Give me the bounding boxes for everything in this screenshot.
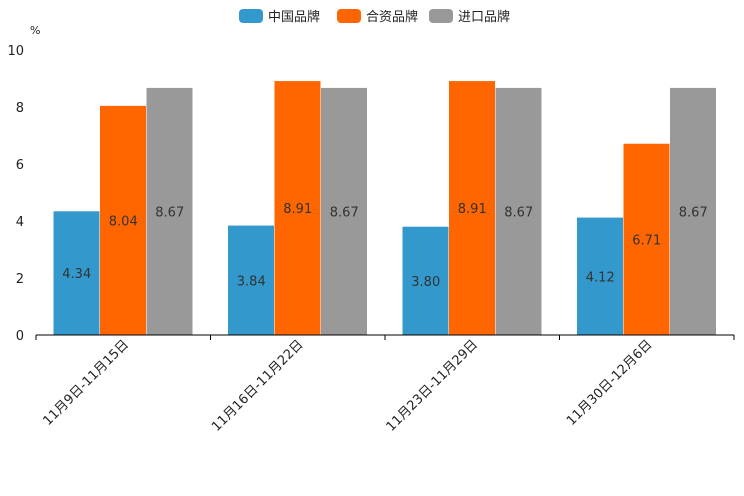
bar-2-4 [623,143,670,335]
x-tick-label: 11月23日-11月29日 [384,337,481,434]
y-axis-unit-label: % [30,24,40,37]
bars-group: 4.34 8.04 8.67 3.84 8.91 8.67 3.80 8.91 8.67 4.12… [53,81,716,335]
data-label: 6.71 [632,233,661,248]
y-tick-label: 4 [16,215,24,230]
bar-3-3 [495,87,542,335]
y-tick-label: 2 [16,272,24,287]
bar-2-3 [449,81,495,335]
x-tick-label: 11月9日-11月15日 [40,337,132,429]
bar-1-2 [228,225,274,335]
y-tick-label: 10 [7,44,24,59]
legend-label: 合资品牌 [366,9,418,25]
data-label: 4.12 [586,270,615,285]
y-tick-label: 6 [16,158,24,173]
data-label: 8.67 [330,205,359,220]
y-tick-label: 8 [16,101,24,116]
data-label: 4.34 [62,267,91,282]
data-label: 8.67 [155,205,184,220]
data-label: 8.67 [679,205,708,220]
legend-swatch [337,9,361,23]
x-tick-label: 11月16日-11月22日 [209,337,306,434]
data-label: 3.84 [237,274,266,289]
legend-swatch [429,9,453,23]
legend-swatch [239,9,263,23]
bar-2-2 [274,81,321,335]
bar-3-2 [321,87,367,335]
legend-label: 进口品牌 [458,9,510,25]
bar-1-4 [577,217,623,335]
x-tick-label: 11月30日-12月6日 [564,337,656,429]
legend: 中国品牌 合资品牌 进口品牌 [239,9,510,25]
data-label: 8.04 [109,214,138,229]
bar-1-1 [53,211,100,335]
bar-3-1 [146,87,193,335]
data-label: 8.91 [283,202,312,217]
data-label: 8.91 [458,202,487,217]
bar-1-3 [402,226,449,335]
bar-2-1 [100,105,146,335]
bar-3-4 [670,87,716,335]
data-label: 8.67 [504,205,533,220]
data-label: 3.80 [411,275,440,290]
y-tick-label: 0 [16,329,24,344]
legend-label: 中国品牌 [268,9,320,25]
